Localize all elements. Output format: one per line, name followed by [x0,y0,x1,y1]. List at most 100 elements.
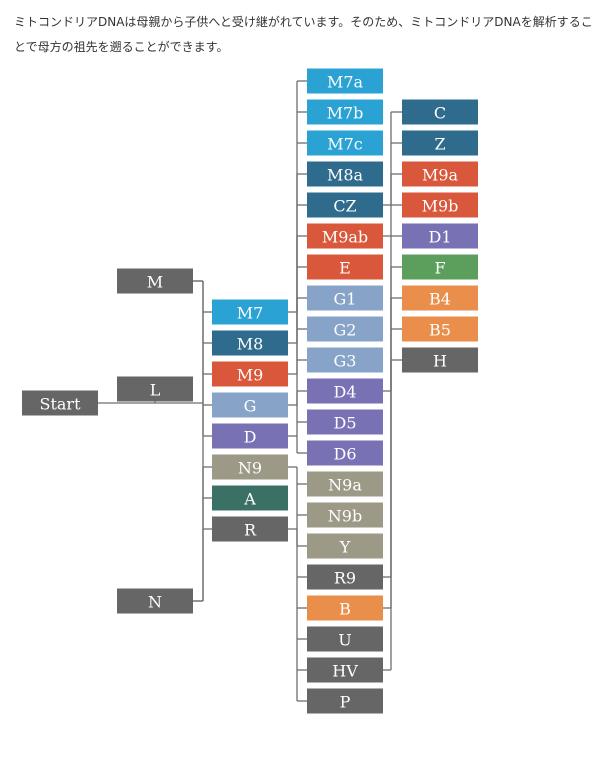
node-box [402,99,478,125]
node-l: L [117,376,193,402]
node-label: P [340,693,351,712]
node-label: M9 [237,366,264,385]
node-box [402,192,478,218]
node-box [307,68,383,94]
node-b: B [307,595,383,621]
node-h: H [402,347,478,373]
node-label: B5 [429,321,451,340]
node-m: M [117,268,193,294]
node-label: M9ab [322,228,368,247]
node-box [117,588,193,614]
node-box [402,130,478,156]
node-label: D4 [333,383,356,402]
node-label: D [244,428,257,447]
node-m9b: M9b [402,192,478,218]
node-box [212,485,288,511]
node-box [212,330,288,356]
node-label: M7 [237,304,264,323]
node-label: M7b [327,104,364,123]
node-box [212,392,288,418]
node-label: M7a [327,73,364,92]
node-label: M9b [422,197,459,216]
node-g1: G1 [307,285,383,311]
node-b5: B5 [402,316,478,342]
node-box [307,192,383,218]
node-box [402,347,478,373]
node-label: E [339,259,351,278]
node-label: B4 [429,290,451,309]
node-box [307,471,383,497]
node-n9b: N9b [307,502,383,528]
node-box [212,516,288,542]
node-label: CZ [333,197,356,216]
node-m7c: M7c [307,130,383,156]
node-label: M8a [327,166,364,185]
node-label: B [339,600,351,619]
node-label: U [338,631,351,650]
node-label: M7c [327,135,363,154]
node-label: M9a [422,166,459,185]
node-box [307,626,383,652]
node-d: D [212,423,288,449]
node-box [212,454,288,480]
node-box [402,223,478,249]
node-box [402,316,478,342]
node-box [307,440,383,466]
node-box [402,285,478,311]
node-m8a: M8a [307,161,383,187]
node-box [212,361,288,387]
node-label: D6 [333,445,356,464]
node-g3: G3 [307,347,383,373]
node-label: N [148,593,162,612]
node-f: F [402,254,478,280]
node-box [307,347,383,373]
node-m7: M7 [212,299,288,325]
node-g: G [212,392,288,418]
node-m7b: M7b [307,99,383,125]
node-label: C [434,104,446,123]
node-label: R9 [334,569,356,588]
node-box [307,316,383,342]
node-c: C [402,99,478,125]
node-label: G2 [334,321,357,340]
node-m8: M8 [212,330,288,356]
node-hv: HV [307,657,383,683]
node-label: M [147,273,163,292]
node-label: L [150,381,161,400]
node-label: M8 [237,335,264,354]
node-label: HV [332,662,358,681]
node-box [117,376,193,402]
node-label: H [433,352,447,371]
node-box [307,533,383,559]
node-r9: R9 [307,564,383,590]
node-p: P [307,688,383,714]
intro-paragraph: ミトコンドリアDNAは母親から子供へと受け継がれています。そのため、ミトコンドリ… [14,15,593,54]
node-label: N9a [328,476,362,495]
node-box [307,564,383,590]
node-box [307,130,383,156]
node-box [307,657,383,683]
node-m7a: M7a [307,68,383,94]
node-d4: D4 [307,378,383,404]
node-box [402,161,478,187]
node-b4: B4 [402,285,478,311]
node-label: G [244,397,257,416]
node-cz: CZ [307,192,383,218]
node-r: R [212,516,288,542]
node-d5: D5 [307,409,383,435]
node-label: D1 [428,228,451,247]
node-label: F [434,259,445,278]
node-label: G3 [334,352,357,371]
node-label: N9 [238,459,262,478]
node-box [307,502,383,528]
node-n9: N9 [212,454,288,480]
node-start: Start [22,390,98,416]
node-box [307,99,383,125]
node-z: Z [402,130,478,156]
node-g2: G2 [307,316,383,342]
node-box [307,595,383,621]
node-u: U [307,626,383,652]
node-box [307,285,383,311]
node-m9a: M9a [402,161,478,187]
